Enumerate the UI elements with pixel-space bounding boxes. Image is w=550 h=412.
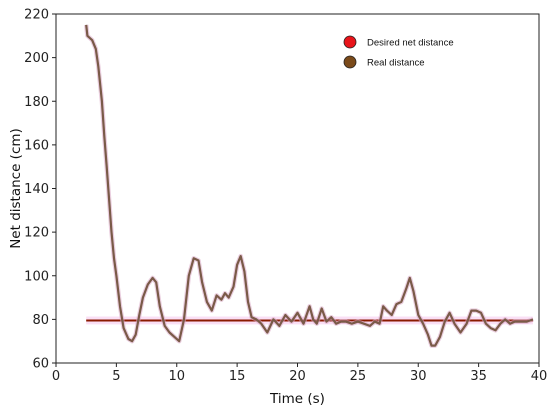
y-tick-label: 180 [24,95,49,110]
x-tick-label: 20 [289,369,306,384]
y-tick-label: 140 [24,182,49,197]
legend-marker-desired [343,35,357,49]
real-distance-line [85,24,534,347]
x-tick-label: 5 [112,369,120,384]
real-distance-halo [83,24,534,348]
legend-label-desired: Desired net distance [367,38,454,49]
x-tick-label: 15 [229,369,246,384]
plot-frame [55,13,540,364]
y-tick-label: 160 [24,138,49,153]
x-tick-label: 30 [410,369,427,384]
y-tick-label: 80 [32,313,49,328]
y-tick-label: 60 [32,357,49,372]
y-tick-label: 200 [24,51,49,66]
x-tick-label: 25 [350,369,367,384]
y-tick-label: 100 [24,269,49,284]
x-tick-label: 10 [168,369,185,384]
y-axis-label: Net distance (cm) [8,128,24,249]
x-axis-label: Time (s) [269,391,325,407]
y-tick-label: 220 [24,8,49,23]
legend: Desired net distance Real distance [343,35,454,69]
x-tick-label: 35 [470,369,487,384]
series-layer [83,24,534,348]
axis-ticks: 0 5 10 15 20 25 30 35 40 60 80 100 120 140 160 180 200 22… [24,8,547,385]
x-tick-label: 0 [52,369,60,384]
legend-marker-real [343,55,357,69]
y-tick-label: 120 [24,226,49,241]
legend-label-real: Real distance [367,58,425,69]
x-tick-label: 40 [531,369,548,384]
